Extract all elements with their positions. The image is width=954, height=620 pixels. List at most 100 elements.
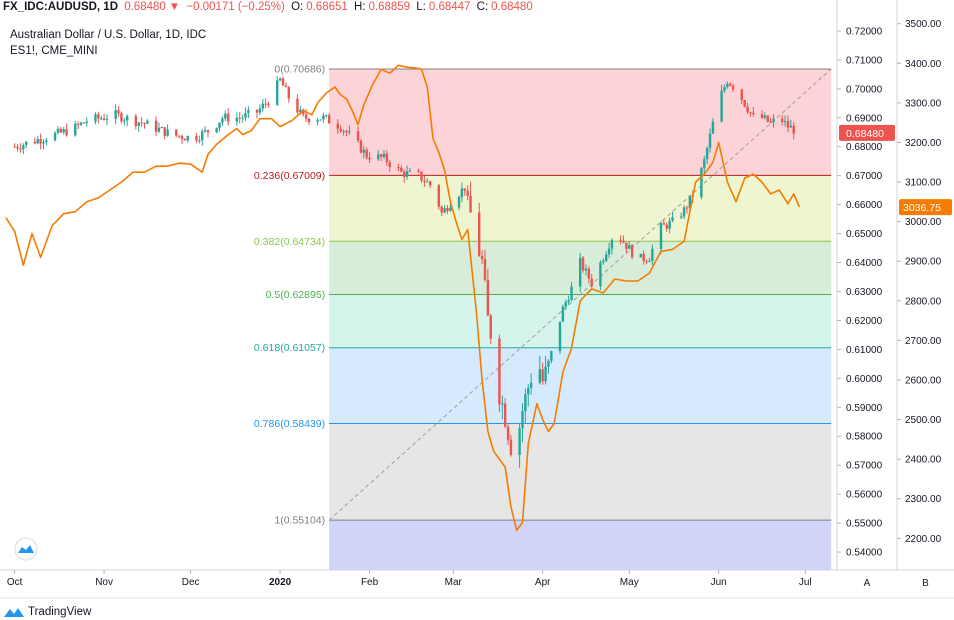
candle-body xyxy=(163,127,166,136)
candle-body xyxy=(619,239,622,241)
candle-body xyxy=(258,108,262,113)
candle-body xyxy=(97,114,100,119)
candle-body xyxy=(166,129,169,136)
candle-body xyxy=(241,117,244,119)
candle-body xyxy=(570,286,573,301)
overlay-tick-label: 3200.00 xyxy=(905,138,942,149)
candle-body xyxy=(628,245,631,249)
candle-body xyxy=(749,112,752,114)
candle-body xyxy=(276,80,279,105)
candle-body xyxy=(385,153,389,163)
price-tick-label: 0.63000 xyxy=(846,287,883,298)
candle-body xyxy=(36,139,39,144)
axis-mode-button[interactable]: B xyxy=(922,578,929,589)
candle-body xyxy=(567,300,570,303)
candle-body xyxy=(622,240,625,243)
candle-body xyxy=(659,223,663,249)
candle-body xyxy=(665,224,668,229)
candle-body xyxy=(177,135,181,137)
candle-body xyxy=(529,382,533,388)
candle-body xyxy=(342,130,345,132)
candles xyxy=(13,76,795,468)
candle-body xyxy=(62,129,65,133)
time-tick-label: Feb xyxy=(361,577,379,588)
legend-main-series[interactable]: Australian Dollar / U.S. Dollar, 1D, IDC xyxy=(10,29,207,41)
candle-body xyxy=(22,145,25,150)
price-tick-label: 0.67000 xyxy=(846,171,883,182)
candle-body xyxy=(117,110,120,114)
candle-body xyxy=(397,166,400,168)
candle-body xyxy=(642,253,645,261)
price-tick-label: 0.65000 xyxy=(846,229,883,240)
time-tick-label: Dec xyxy=(182,577,200,588)
candle-body xyxy=(183,139,187,141)
candle-body xyxy=(711,121,715,134)
candle-body xyxy=(544,366,547,382)
candle-body xyxy=(561,306,565,322)
price-tick-label: 0.64000 xyxy=(846,258,883,269)
candle-body xyxy=(267,103,270,105)
candle-body xyxy=(518,428,521,456)
legend-overlay-series[interactable]: ES1!, CME_MINI xyxy=(10,45,98,57)
candle-body xyxy=(503,403,507,427)
candle-body xyxy=(195,135,198,141)
candle-body xyxy=(478,212,481,256)
candle-body xyxy=(345,130,348,133)
candle-body xyxy=(449,207,452,212)
candle-body xyxy=(746,106,749,113)
candle-body xyxy=(581,257,585,271)
overlay-series xyxy=(5,64,801,532)
candle-body xyxy=(284,85,288,88)
candle-body xyxy=(146,120,149,124)
candle-body xyxy=(134,115,138,126)
candle-body xyxy=(356,131,360,141)
price-tick-label: 0.55000 xyxy=(846,519,883,530)
fib-level-label: 0.618(0.61057) xyxy=(254,342,325,354)
candle-body xyxy=(506,426,510,440)
fib-zone xyxy=(329,520,832,570)
candle-body xyxy=(564,302,567,307)
overlay-tick-label: 2400.00 xyxy=(905,455,942,466)
cloud-icon[interactable] xyxy=(14,537,38,561)
candle-body xyxy=(703,159,706,169)
candle-body xyxy=(417,170,420,172)
fib-labels: 0(0.70686) 0.236(0.67009) 0.382(0.64734) 0.… xyxy=(254,63,325,526)
candle-body xyxy=(705,148,709,160)
series-legend: Australian Dollar / U.S. Dollar, 1D, IDC… xyxy=(10,27,206,59)
price-tick-label: 0.62000 xyxy=(846,316,883,327)
price-tick-label: 0.60000 xyxy=(846,374,883,385)
candle-body xyxy=(752,112,755,115)
candle-body xyxy=(45,140,48,142)
symbol-label[interactable]: FX_IDC:AUDUSD, 1D xyxy=(3,1,119,13)
time-axis[interactable]: Oct Nov Dec 2020 Feb Mar Apr May Jun Jul A B xyxy=(7,570,929,589)
overlay-axis[interactable]: 3500.00 3400.00 3300.00 3200.00 3100.00 3000.… xyxy=(897,19,952,545)
candle-body xyxy=(120,113,123,122)
candle-body xyxy=(226,113,230,122)
candle-body xyxy=(446,208,449,212)
candle-body xyxy=(206,130,210,133)
price-tick-label: 0.68000 xyxy=(846,142,883,153)
fib-zone xyxy=(329,347,832,424)
price-tick-label: 0.72000 xyxy=(846,26,883,37)
candle-body xyxy=(604,254,608,261)
candle-body xyxy=(296,98,299,113)
candle-body xyxy=(443,208,446,213)
time-tick-label: 2020 xyxy=(269,577,292,588)
overlay-last-tag-label: 3036.75 xyxy=(903,202,941,214)
candle-body xyxy=(85,121,88,123)
overlay-line xyxy=(5,64,801,532)
brand-logo[interactable]: TradingView xyxy=(3,604,91,620)
overlay-last-tag xyxy=(899,199,952,216)
candle-body xyxy=(547,360,550,367)
candle-body xyxy=(440,206,443,213)
overlay-tick-label: 2700.00 xyxy=(905,336,942,347)
price-axis[interactable]: 0.72000 0.71000 0.70000 0.69000 0.68000 0.670… xyxy=(837,26,895,559)
price-tick-label: 0.66000 xyxy=(846,200,883,211)
candle-body xyxy=(82,122,86,124)
candle-body xyxy=(720,90,723,122)
axis-mode-button[interactable]: A xyxy=(864,578,871,589)
candle-body xyxy=(587,268,591,279)
candle-body xyxy=(578,257,582,287)
candle-body xyxy=(16,146,19,149)
